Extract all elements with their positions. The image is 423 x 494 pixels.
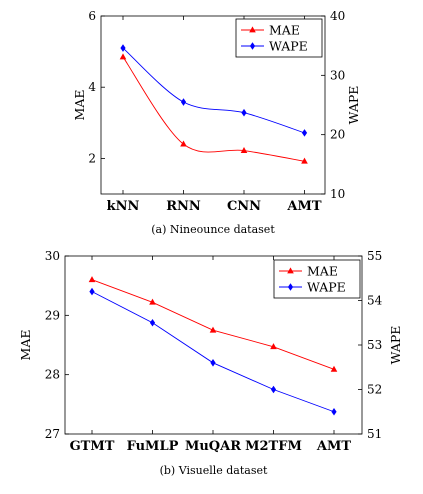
series-mae xyxy=(88,276,338,372)
wape-point xyxy=(331,407,337,416)
x-category-label: M2TFM xyxy=(245,439,302,454)
mae-point xyxy=(119,53,127,60)
legend-marker xyxy=(249,26,256,33)
x-category-label: AMT xyxy=(316,439,351,454)
right-tick-label: 51 xyxy=(367,427,382,441)
right-tick-label: 52 xyxy=(367,383,382,397)
right-tick-label: 54 xyxy=(367,294,383,308)
y-axis-label: MAE xyxy=(72,90,87,121)
right-tick-label: 20 xyxy=(330,128,345,142)
left-tick-label: 30 xyxy=(45,249,60,263)
chart-caption: (a) Nineounce dataset xyxy=(151,223,275,236)
mae-point xyxy=(270,343,277,350)
mae-point xyxy=(88,276,96,283)
y-axis-label: MAE xyxy=(18,330,33,361)
wape-point xyxy=(301,129,308,137)
plot-frame xyxy=(100,15,326,195)
left-tick-label: 6 xyxy=(88,9,96,23)
legend-label: MAE xyxy=(307,264,338,279)
series-wape xyxy=(120,44,308,137)
right-tick-label: 30 xyxy=(330,68,345,82)
legend-marker xyxy=(287,283,294,291)
right-tick-label: 10 xyxy=(330,187,345,201)
mae-point xyxy=(180,140,187,147)
legend-label: WAPE xyxy=(307,280,346,295)
chart-b: 27 28 29 30 51 52 53 54 55 GTMT FuMLP MuQAR M2TFM AMT… xyxy=(18,249,403,477)
left-tick-label: 28 xyxy=(45,368,60,382)
series-wape xyxy=(89,287,337,416)
wape-point xyxy=(149,318,156,327)
wape-point xyxy=(241,108,247,117)
wape-point xyxy=(120,44,126,52)
legend-box xyxy=(235,18,323,58)
mae-point xyxy=(209,326,217,333)
mae-point xyxy=(149,298,156,305)
mae-point xyxy=(240,146,248,153)
x-category-label: CNN xyxy=(227,199,261,214)
x-category-label: kNN xyxy=(107,199,140,214)
right-tick-label: 55 xyxy=(367,249,382,263)
legend-marker xyxy=(287,267,294,274)
series-mae xyxy=(119,53,308,164)
y2-axis-label: WAPE xyxy=(388,326,403,365)
right-tick-label: 53 xyxy=(367,338,382,352)
wape-line xyxy=(91,291,335,413)
wape-point xyxy=(270,385,277,394)
mae-point xyxy=(330,365,338,372)
x-category-label: FuMLP xyxy=(127,439,179,454)
legend-label: WAPE xyxy=(269,39,308,54)
legend-marker xyxy=(249,42,256,50)
right-tick-label: 40 xyxy=(330,9,345,23)
wape-point xyxy=(89,287,95,296)
left-tick-label: 4 xyxy=(88,80,96,94)
x-category-label: MuQAR xyxy=(185,439,241,454)
chart-caption: (b) Visuelle dataset xyxy=(160,464,268,477)
mae-point xyxy=(301,157,308,164)
y2-axis-label: WAPE xyxy=(346,86,361,125)
left-tick-label: 29 xyxy=(45,308,60,322)
wape-point xyxy=(210,359,216,367)
wape-point xyxy=(180,98,187,106)
x-category-label: RNN xyxy=(166,199,201,214)
x-category-label: GTMT xyxy=(70,439,115,454)
mae-line xyxy=(122,56,305,162)
wape-line xyxy=(122,47,305,134)
left-tick-label: 27 xyxy=(45,427,60,441)
legend-box xyxy=(273,259,361,299)
x-category-label: AMT xyxy=(286,199,321,214)
legend-label: MAE xyxy=(269,23,300,38)
left-tick-label: 2 xyxy=(88,151,96,165)
